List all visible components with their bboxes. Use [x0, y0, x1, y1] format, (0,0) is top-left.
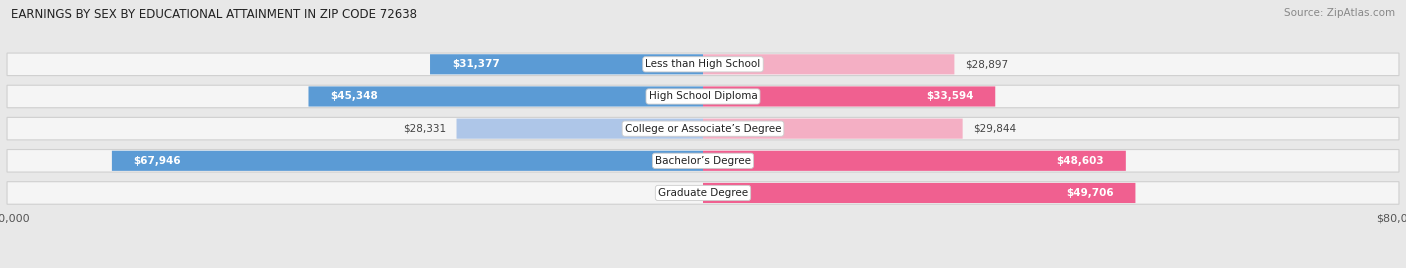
FancyBboxPatch shape [7, 53, 1399, 76]
Text: $31,377: $31,377 [451, 59, 499, 69]
FancyBboxPatch shape [703, 151, 1126, 171]
Text: $67,946: $67,946 [134, 156, 181, 166]
Text: $45,348: $45,348 [330, 91, 378, 102]
Text: $33,594: $33,594 [927, 91, 973, 102]
Text: $48,603: $48,603 [1056, 156, 1104, 166]
FancyBboxPatch shape [703, 54, 955, 75]
FancyBboxPatch shape [703, 86, 995, 107]
Text: High School Diploma: High School Diploma [648, 91, 758, 102]
FancyBboxPatch shape [457, 118, 703, 139]
Text: Graduate Degree: Graduate Degree [658, 188, 748, 198]
Text: $28,331: $28,331 [404, 124, 446, 134]
FancyBboxPatch shape [703, 183, 1136, 203]
Text: Less than High School: Less than High School [645, 59, 761, 69]
FancyBboxPatch shape [7, 117, 1399, 140]
FancyBboxPatch shape [308, 86, 703, 107]
FancyBboxPatch shape [7, 85, 1399, 108]
Text: College or Associate’s Degree: College or Associate’s Degree [624, 124, 782, 134]
FancyBboxPatch shape [7, 150, 1399, 172]
Text: $28,897: $28,897 [965, 59, 1008, 69]
FancyBboxPatch shape [703, 118, 963, 139]
FancyBboxPatch shape [430, 54, 703, 75]
FancyBboxPatch shape [112, 151, 703, 171]
Legend: Male, Female: Male, Female [643, 264, 763, 268]
Text: EARNINGS BY SEX BY EDUCATIONAL ATTAINMENT IN ZIP CODE 72638: EARNINGS BY SEX BY EDUCATIONAL ATTAINMEN… [11, 8, 418, 21]
Text: Source: ZipAtlas.com: Source: ZipAtlas.com [1284, 8, 1395, 18]
Text: $29,844: $29,844 [973, 124, 1017, 134]
Text: $49,706: $49,706 [1066, 188, 1114, 198]
Text: Bachelor’s Degree: Bachelor’s Degree [655, 156, 751, 166]
Text: $0: $0 [676, 188, 690, 198]
FancyBboxPatch shape [7, 182, 1399, 204]
